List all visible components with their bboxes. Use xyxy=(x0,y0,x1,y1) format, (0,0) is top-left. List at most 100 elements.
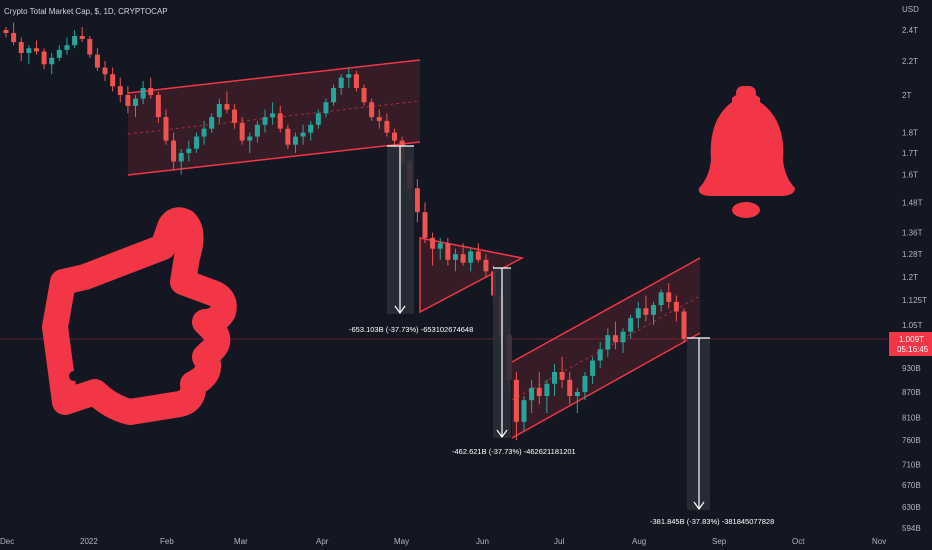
y-tick-label: 2.4T xyxy=(902,26,918,35)
candle-body xyxy=(270,113,276,118)
candle-body xyxy=(323,102,329,114)
y-tick-label: 1.8T xyxy=(902,129,918,138)
x-tick-label: 2022 xyxy=(80,537,98,546)
candle-body xyxy=(559,371,565,380)
thumbs-up-icon xyxy=(42,207,237,425)
candle-body xyxy=(79,35,85,40)
candle-body xyxy=(18,42,24,54)
candle-body xyxy=(171,140,177,162)
candle-body xyxy=(262,117,268,125)
y-tick-label: 810B xyxy=(902,413,921,422)
candle-body xyxy=(87,39,93,55)
y-tick-label: 760B xyxy=(902,436,921,445)
candle-body xyxy=(254,124,260,137)
candle-body xyxy=(331,87,337,103)
candle-body xyxy=(681,311,687,339)
candle-body xyxy=(140,87,146,99)
candle-body xyxy=(468,251,474,263)
candle-body xyxy=(475,251,481,260)
candle-body xyxy=(620,331,626,343)
candle-body xyxy=(658,292,664,306)
candle-body xyxy=(49,57,55,65)
candle-body xyxy=(163,117,169,141)
candle-body xyxy=(224,104,230,110)
candle-body xyxy=(414,188,420,213)
candle-body xyxy=(513,379,519,422)
candle-body xyxy=(544,383,550,397)
x-tick-label: Apr xyxy=(316,537,329,546)
x-tick-label: Oct xyxy=(792,537,805,546)
x-tick-label: Jun xyxy=(476,537,489,546)
candle-body xyxy=(117,86,123,96)
candle-body xyxy=(94,54,100,68)
y-tick-label: 1.36T xyxy=(902,229,923,238)
candle-body xyxy=(437,243,443,249)
candle-body xyxy=(26,48,32,54)
y-tick-label: 670B xyxy=(902,481,921,490)
candle-body xyxy=(673,301,679,312)
candle-body xyxy=(64,45,70,50)
y-tick-label: 710B xyxy=(902,460,921,469)
candle-body xyxy=(277,113,283,129)
candle-body xyxy=(590,360,596,376)
candle-body xyxy=(567,379,573,397)
measure-3[interactable]: -381.845B (-37.83%) -381845077828 xyxy=(650,337,774,526)
candle-body xyxy=(239,122,245,141)
candle-body xyxy=(133,98,139,106)
arrow-down-icon xyxy=(693,501,705,511)
measure-2[interactable]: -462.621B (-37.73%) -462621181201 xyxy=(452,267,576,456)
candle-body xyxy=(125,95,131,106)
ascending-channel-1[interactable] xyxy=(127,59,421,176)
candle-body xyxy=(384,120,390,133)
candle-body xyxy=(11,32,17,43)
y-tick-label: 1.125T xyxy=(902,296,927,305)
candle-body xyxy=(110,74,116,87)
candle-body xyxy=(102,67,108,75)
candle-body xyxy=(369,102,375,118)
time-axis[interactable]: Dec 2022 Feb Mar Apr May Jun Jul Aug Sep Oct Nov xyxy=(0,537,886,546)
candle-body xyxy=(193,136,199,149)
candle-body xyxy=(300,132,306,137)
channel-1-upper[interactable] xyxy=(127,59,421,94)
candle-body xyxy=(430,237,436,249)
channel-2-lower[interactable] xyxy=(511,332,701,439)
y-tick-label: 594B xyxy=(902,524,921,533)
price-axis[interactable]: USD 2.4T 2.2T 2T 1.8T 1.7T 1.6T 1.48T 1.36T 1.28… xyxy=(902,5,927,533)
price-tag-value: 1.009T xyxy=(899,335,924,344)
candle-body xyxy=(209,117,215,129)
candle-body xyxy=(353,74,359,88)
chart-title: Crypto Total Market Cap, $, 1D, CRYPTOCA… xyxy=(4,7,168,16)
channel-1-lower[interactable] xyxy=(127,141,421,176)
candle-body xyxy=(422,212,428,238)
candle-body xyxy=(392,132,398,141)
candle-body xyxy=(308,124,314,133)
candle-body xyxy=(452,254,458,260)
y-tick-label: 630B xyxy=(902,503,921,512)
candle-body xyxy=(628,318,634,332)
y-tick-label: 2T xyxy=(902,91,911,100)
measure-1[interactable]: -653.103B (-37.73%) -653102674648 xyxy=(349,145,473,334)
candle-body xyxy=(376,117,382,121)
y-tick-label: 1.6T xyxy=(902,171,918,180)
candle-body xyxy=(338,77,344,88)
price-tag-bg xyxy=(889,332,932,356)
last-price-tag: 1.009T 05:16:45 xyxy=(889,332,932,356)
y-tick-label: 1.7T xyxy=(902,149,918,158)
measure-1-label: -653.103B (-37.73%) -653102674648 xyxy=(349,325,473,334)
y-tick-label: 2.2T xyxy=(902,57,918,66)
candle-body xyxy=(445,243,451,260)
candle-body xyxy=(605,335,611,350)
candle-body xyxy=(41,51,47,65)
candle-body xyxy=(521,400,527,422)
candle-body xyxy=(3,30,9,33)
price-tag-countdown: 05:16:45 xyxy=(897,345,929,354)
channel-1-midline xyxy=(127,100,421,135)
candle-body xyxy=(232,109,238,123)
candle-body xyxy=(346,74,352,78)
candle-body xyxy=(483,259,489,272)
candle-body xyxy=(216,104,222,118)
channel-2-upper[interactable] xyxy=(511,257,701,363)
x-tick-label: Jul xyxy=(554,537,564,546)
x-tick-label: Feb xyxy=(160,537,174,546)
